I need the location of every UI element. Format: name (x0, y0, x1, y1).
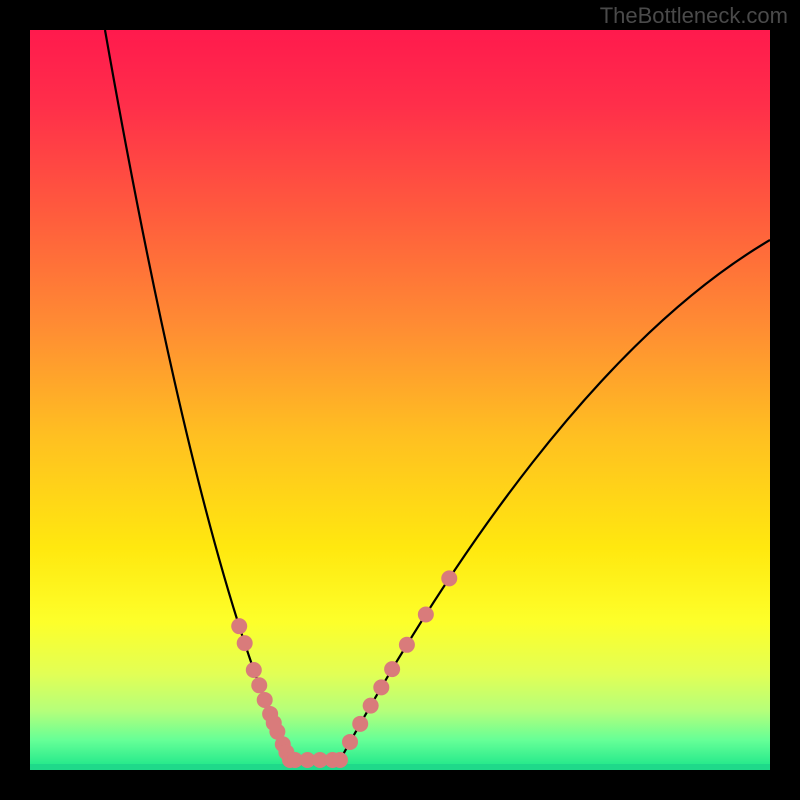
data-point (342, 734, 358, 750)
data-point (237, 635, 253, 651)
data-point (251, 677, 267, 693)
watermark-text: TheBottleneck.com (600, 3, 788, 29)
data-point (363, 698, 379, 714)
data-point (257, 692, 273, 708)
chart-frame: TheBottleneck.com (0, 0, 800, 800)
data-point (399, 637, 415, 653)
data-point (231, 618, 247, 634)
data-point (352, 716, 368, 732)
data-point (441, 570, 457, 586)
data-point (246, 662, 262, 678)
data-point (384, 661, 400, 677)
plot-area (30, 30, 770, 770)
valley-band (30, 764, 770, 770)
data-point (373, 679, 389, 695)
data-point (418, 606, 434, 622)
data-point (332, 752, 348, 768)
plot-svg (30, 30, 770, 770)
gradient-background (30, 30, 770, 770)
